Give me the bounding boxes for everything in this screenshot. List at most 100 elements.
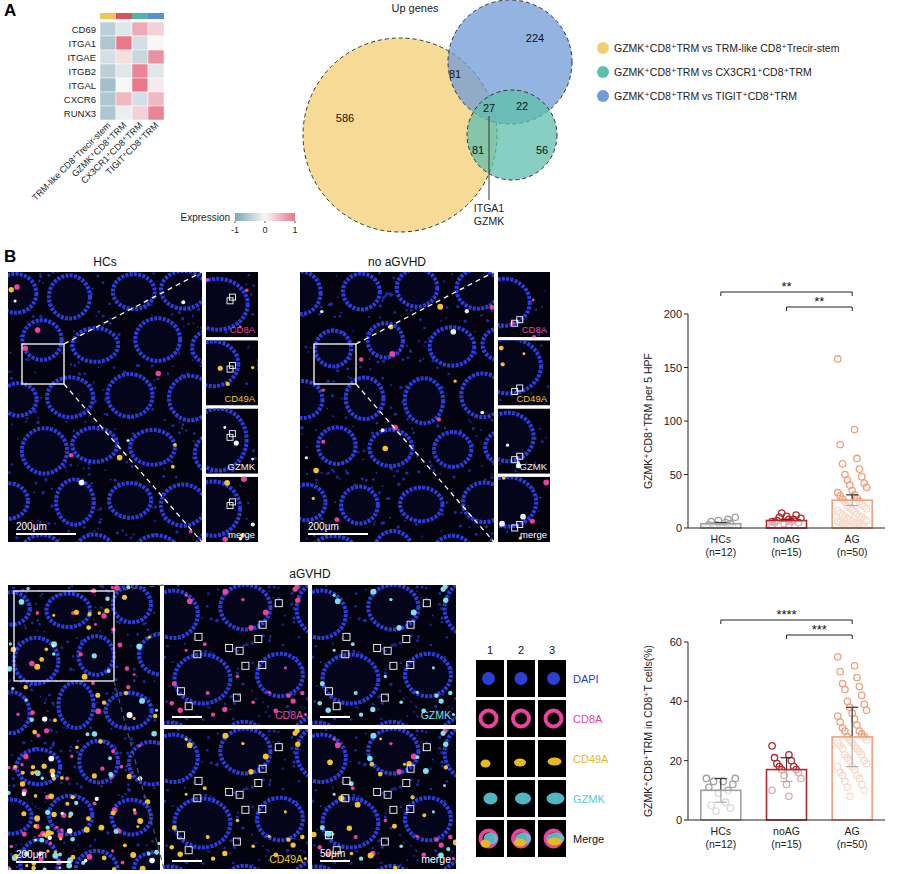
stained-cell [286, 694, 290, 698]
nucleus [51, 488, 53, 490]
crypt [315, 331, 351, 367]
image-title: no aGVHD [368, 255, 426, 269]
annotation: ITGA1 [474, 202, 505, 214]
nucleus [391, 644, 394, 647]
nucleus [506, 530, 508, 532]
channel-label: merge [520, 529, 547, 540]
nucleus [192, 314, 194, 316]
nucleus [384, 295, 387, 298]
nucleus [100, 606, 102, 608]
stained-cell [351, 642, 355, 646]
nucleus [69, 750, 72, 753]
nucleus [152, 272, 154, 274]
nucleus [70, 363, 72, 365]
heatmap-cell [148, 22, 164, 36]
stained-cell [21, 771, 25, 775]
nucleus [44, 701, 47, 704]
stained-cell [92, 773, 97, 778]
stained-cell [317, 701, 322, 706]
crypt [76, 851, 118, 870]
crypt [405, 378, 443, 423]
nucleus [428, 337, 430, 339]
nucleus [125, 793, 127, 795]
nucleus [66, 640, 69, 643]
nucleus [432, 359, 435, 362]
stained-cell [153, 714, 157, 718]
nucleus [262, 701, 264, 703]
nucleus [312, 655, 314, 658]
nucleus [430, 464, 433, 467]
nucleus [396, 470, 399, 473]
stained-cell [98, 739, 103, 744]
stained-cell [300, 691, 304, 695]
stained-cell [107, 669, 111, 673]
stained-cell [91, 681, 95, 685]
nucleus [399, 661, 401, 663]
nucleus [325, 585, 328, 587]
nucleus [356, 706, 358, 708]
nucleus [399, 386, 402, 389]
nucleus [133, 668, 136, 671]
stained-cell [70, 837, 75, 842]
nucleus [441, 621, 444, 624]
nucleus [434, 705, 437, 708]
stained-cell [241, 598, 244, 601]
nucleus [98, 366, 100, 368]
nucleus [446, 501, 449, 504]
nucleus [376, 422, 379, 425]
crypt [374, 531, 412, 542]
nucleus [316, 685, 318, 687]
nucleus [416, 590, 418, 592]
crypt [297, 585, 308, 637]
nucleus [439, 473, 441, 475]
nucleus [382, 521, 385, 524]
stained-cell [499, 346, 504, 351]
stained-cell [293, 587, 298, 592]
nucleus [341, 398, 343, 400]
nucleus [284, 614, 286, 616]
nucleus [405, 309, 408, 312]
nucleus [399, 690, 401, 692]
nucleus [293, 617, 296, 620]
channel-label: CD49A [516, 393, 547, 404]
nucleus [172, 661, 174, 663]
stained-cell [443, 598, 448, 603]
stained-cell [123, 843, 127, 847]
nucleus [409, 350, 412, 353]
stained-cell [65, 776, 69, 780]
stained-cell [9, 287, 14, 292]
nucleus [345, 469, 347, 471]
nucleus [108, 303, 111, 306]
micrograph [8, 585, 160, 870]
nucleus [172, 313, 174, 315]
nucleus [331, 394, 334, 397]
nucleus [247, 644, 249, 646]
crypt [498, 413, 534, 461]
nucleus [410, 701, 412, 703]
stained-cell [322, 388, 325, 391]
nucleus [64, 466, 67, 469]
nucleus [116, 620, 119, 623]
nucleus [69, 667, 72, 670]
zoom-line [356, 272, 494, 344]
nucleus [96, 315, 98, 317]
nucleus [381, 485, 383, 487]
stained-cell [389, 598, 392, 601]
nucleus [10, 853, 13, 856]
nucleus [175, 476, 178, 479]
heatmap-cell [116, 64, 132, 78]
nucleus [481, 465, 483, 467]
nucleus [332, 470, 335, 473]
nucleus [491, 473, 493, 475]
stained-cell [86, 732, 90, 736]
zoom-box [314, 344, 356, 384]
cell-box [512, 525, 518, 531]
stained-cell [359, 357, 363, 361]
nucleus [298, 636, 300, 638]
stained-cell [203, 642, 207, 646]
nucleus [420, 597, 422, 599]
nucleus [136, 633, 139, 636]
figure: ABCD69ITGA1ITGAEITGB2ITGALCXCR6RUNX3TRM-… [0, 0, 900, 874]
nucleus [399, 642, 402, 645]
crypt [8, 274, 36, 313]
